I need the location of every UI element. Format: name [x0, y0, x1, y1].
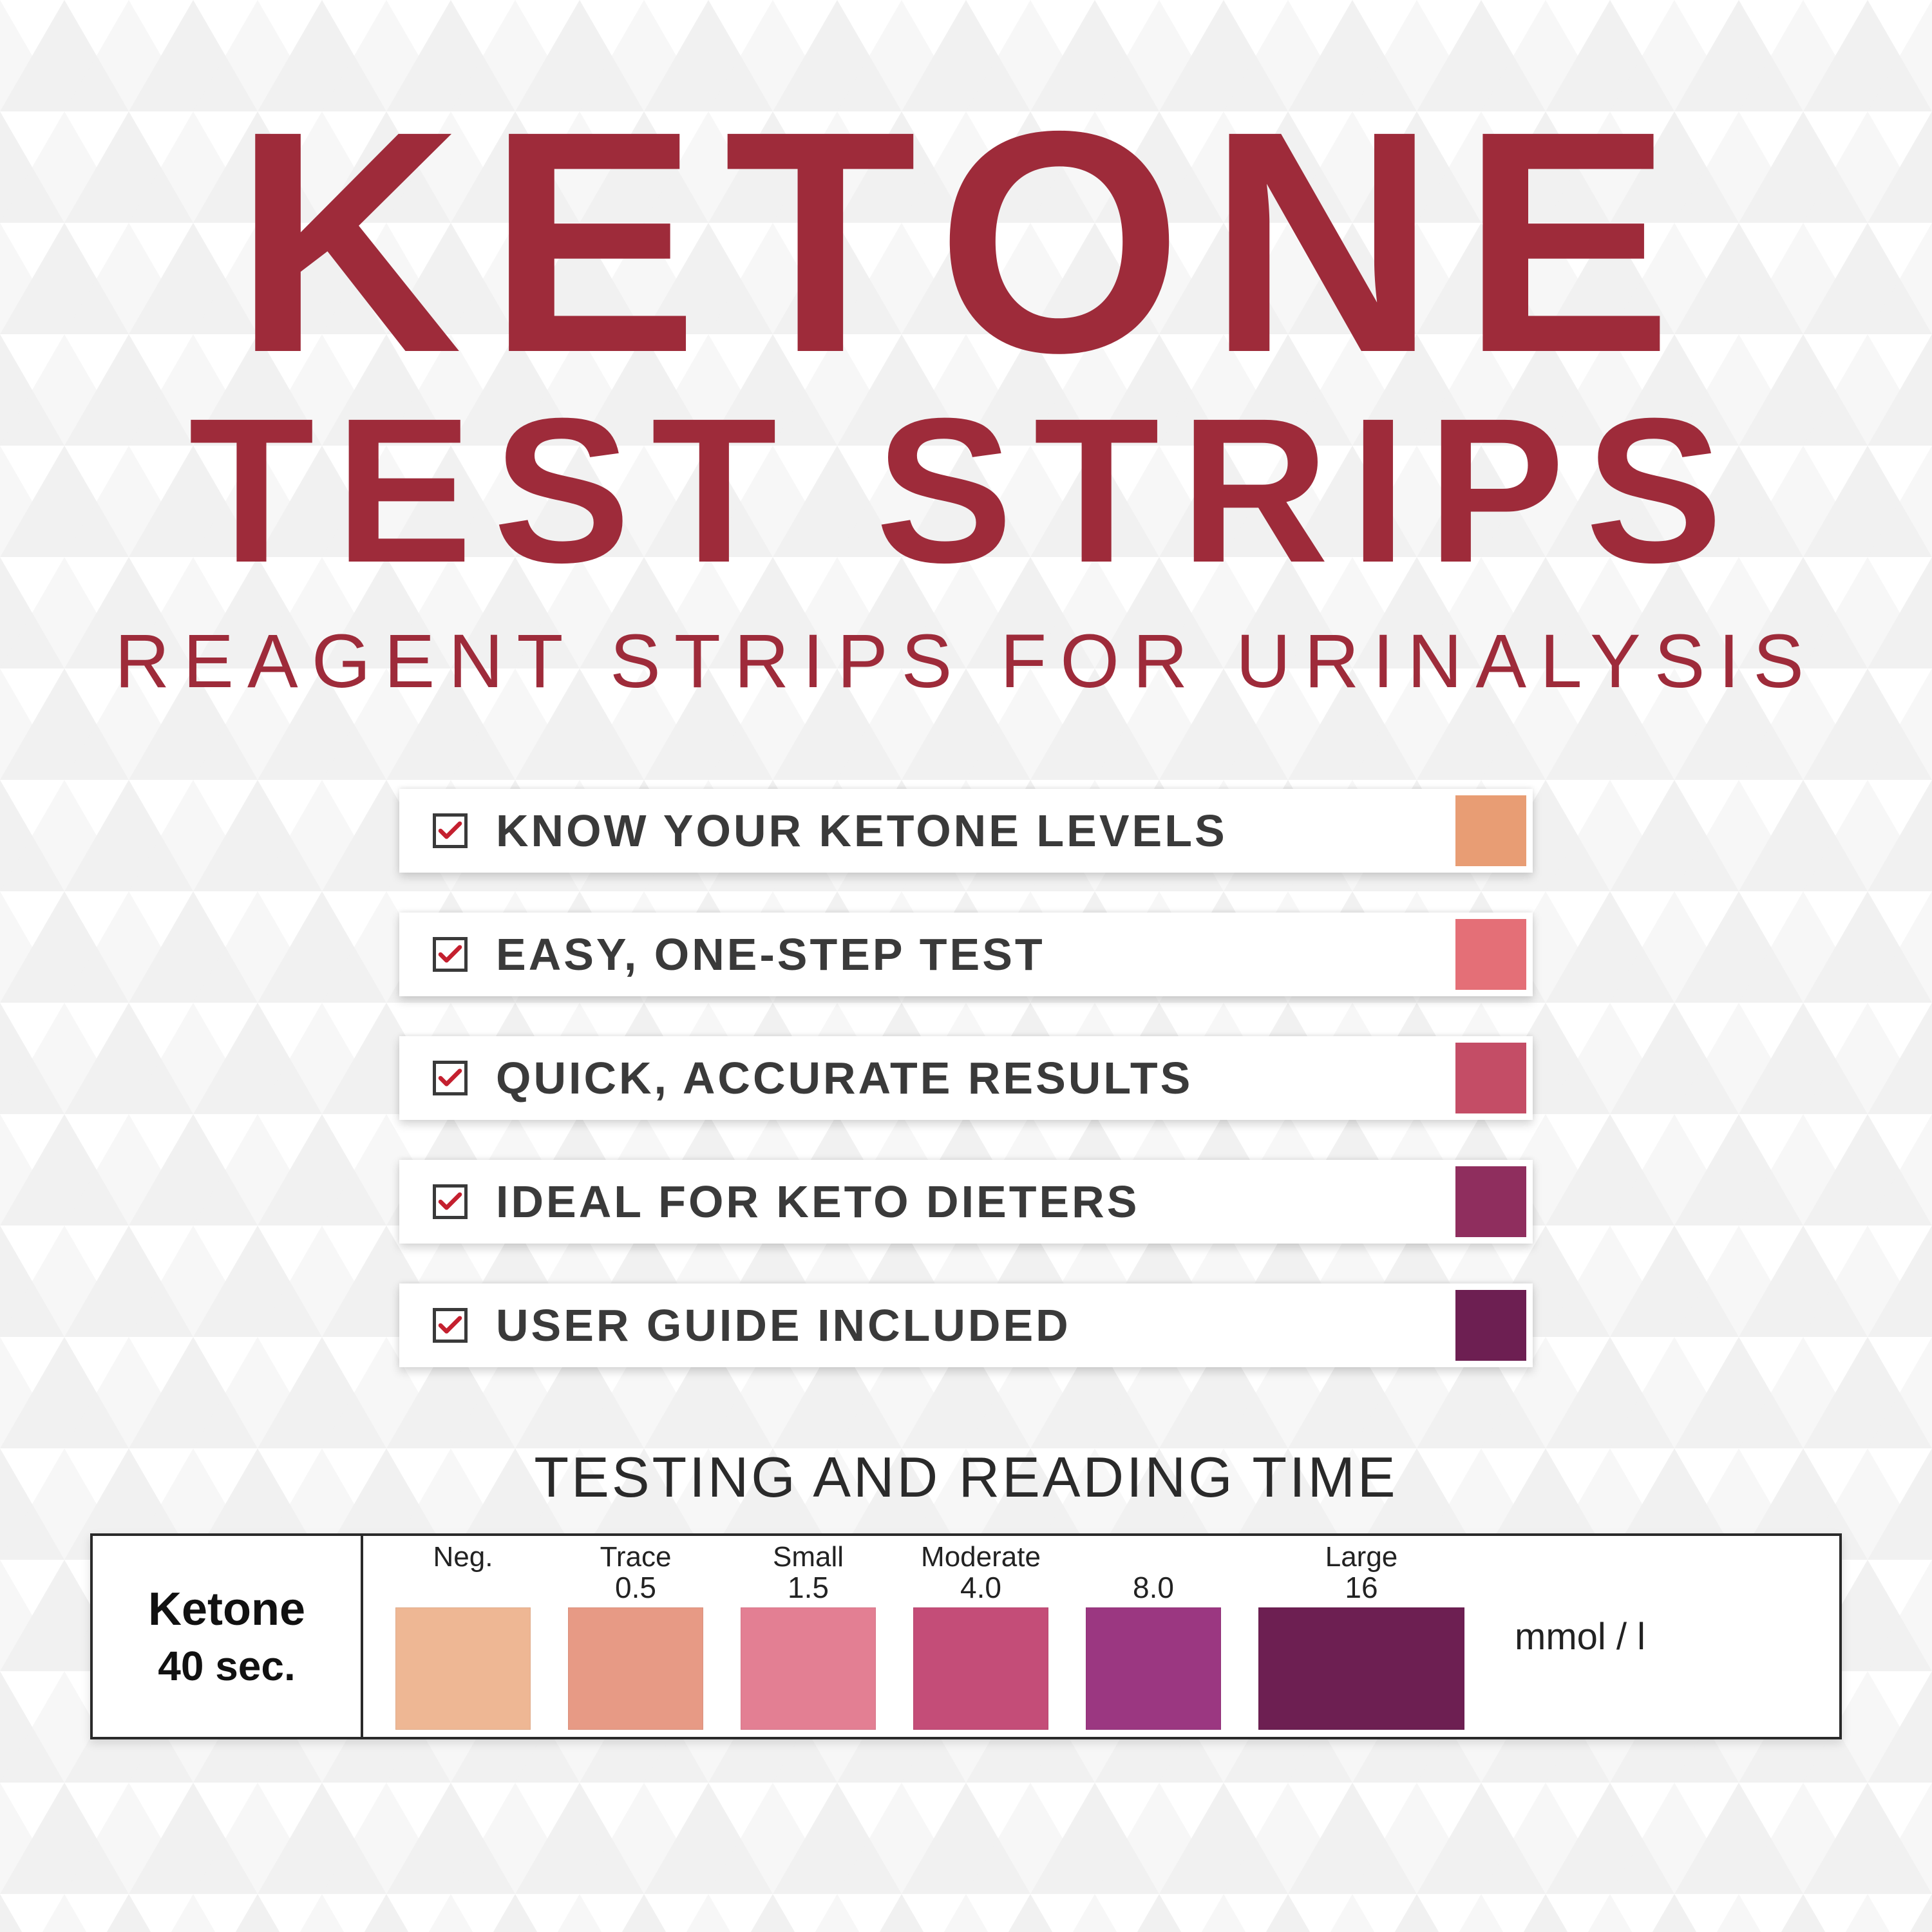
swatch-label-top: Moderate	[921, 1543, 1041, 1571]
swatch-column: Trace0.5	[568, 1543, 703, 1730]
swatch-label-value: 0.5	[615, 1571, 656, 1604]
feature-text: KNOW YOUR KETONE LEVELS	[496, 805, 1227, 857]
color-swatch	[395, 1607, 531, 1730]
feature-strip: USER GUIDE INCLUDED	[399, 1283, 1533, 1367]
feature-swatch	[1455, 919, 1526, 990]
swatch-column: 8.0	[1086, 1543, 1221, 1730]
swatch-column: Moderate4.0	[913, 1543, 1048, 1730]
swatch-column: Large16	[1258, 1543, 1464, 1730]
unit-label: mmol / l	[1515, 1615, 1645, 1658]
feature-strips: KNOW YOUR KETONE LEVELS EASY, ONE-STEP TE…	[84, 789, 1848, 1367]
feature-swatch	[1455, 1043, 1526, 1113]
title-line-1: KETONE	[84, 103, 1848, 381]
checkbox-icon	[433, 1061, 468, 1095]
feature-strip: QUICK, ACCURATE RESULTS	[399, 1036, 1533, 1120]
swatch-label-value: 16	[1345, 1571, 1378, 1604]
title-line-2: TEST STRIPS	[84, 387, 1848, 593]
swatch-label-value: 4.0	[960, 1571, 1001, 1604]
swatch-label-value: 1.5	[788, 1571, 829, 1604]
feature-strip: KNOW YOUR KETONE LEVELS	[399, 789, 1533, 873]
reading-chart: Ketone 40 sec. Neg. Trace0.5 Small1.5 Moder…	[90, 1533, 1842, 1739]
feature-swatch	[1455, 1290, 1526, 1361]
reading-title: TESTING AND READING TIME	[84, 1444, 1848, 1510]
chart-left-label: Ketone 40 sec.	[93, 1536, 363, 1737]
swatch-label-top: Small	[773, 1543, 844, 1571]
checkbox-icon	[433, 937, 468, 972]
swatch-label-value: 8.0	[1133, 1571, 1174, 1604]
chart-left-line2: 40 sec.	[158, 1642, 296, 1690]
swatch-column: Neg.	[395, 1543, 531, 1730]
feature-swatch	[1455, 795, 1526, 866]
chart-swatch-row: Neg.Trace0.5Small1.5Moderate4.08.0Large1…	[363, 1536, 1839, 1737]
feature-text: QUICK, ACCURATE RESULTS	[496, 1052, 1193, 1104]
checkbox-icon	[433, 1308, 468, 1343]
swatch-label-top: Trace	[600, 1543, 672, 1571]
checkbox-icon	[433, 1184, 468, 1219]
swatch-label-top: Large	[1325, 1543, 1398, 1571]
swatch-column: Small1.5	[741, 1543, 876, 1730]
chart-left-line1: Ketone	[148, 1583, 305, 1636]
swatch-label-top: Neg.	[433, 1543, 493, 1571]
color-swatch	[741, 1607, 876, 1730]
feature-strip: EASY, ONE-STEP TEST	[399, 913, 1533, 996]
feature-swatch	[1455, 1166, 1526, 1237]
color-swatch	[913, 1607, 1048, 1730]
color-swatch	[1086, 1607, 1221, 1730]
color-swatch	[1258, 1607, 1464, 1730]
color-swatch	[568, 1607, 703, 1730]
feature-strip: IDEAL FOR KETO DIETERS	[399, 1160, 1533, 1244]
feature-text: IDEAL FOR KETO DIETERS	[496, 1176, 1139, 1227]
feature-text: USER GUIDE INCLUDED	[496, 1300, 1071, 1351]
checkbox-icon	[433, 813, 468, 848]
subtitle: REAGENT STRIPS FOR URINALYSIS	[84, 618, 1848, 705]
feature-text: EASY, ONE-STEP TEST	[496, 929, 1045, 980]
